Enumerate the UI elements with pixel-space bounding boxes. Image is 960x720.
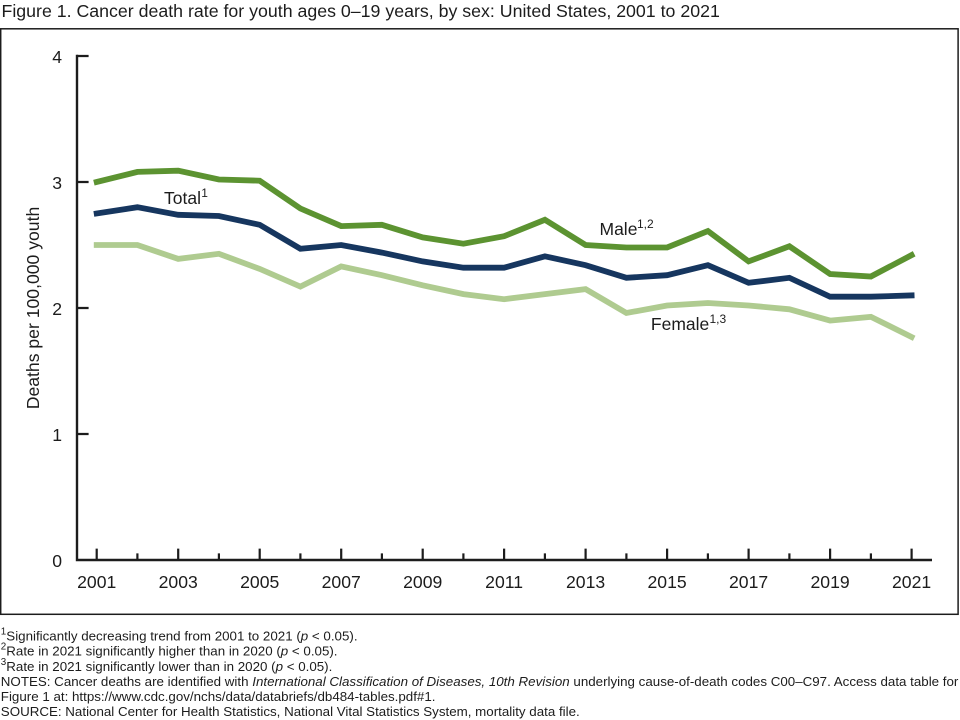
svg-text:1,3: 1,3 <box>710 312 727 326</box>
svg-text:Figure 1. Cancer death rate fo: Figure 1. Cancer death rate for youth ag… <box>2 1 720 21</box>
svg-text:2017: 2017 <box>729 572 768 592</box>
svg-text:2005: 2005 <box>240 572 279 592</box>
svg-text:Rate in 2021 significantly hig: Rate in 2021 significantly higher than i… <box>6 644 337 659</box>
svg-text:2013: 2013 <box>566 572 605 592</box>
svg-text:1: 1 <box>52 425 62 445</box>
svg-text:2019: 2019 <box>811 572 850 592</box>
svg-text:Total: Total <box>164 188 201 208</box>
svg-text:Male: Male <box>600 219 638 239</box>
svg-text:3: 3 <box>1 657 7 668</box>
svg-text:Significantly decreasing trend: Significantly decreasing trend from 2001… <box>6 629 357 644</box>
svg-text:Female: Female <box>651 314 709 334</box>
svg-text:2015: 2015 <box>648 572 687 592</box>
svg-text:2021: 2021 <box>892 572 931 592</box>
svg-text:1: 1 <box>201 186 208 200</box>
svg-text:Rate in 2021 significantly low: Rate in 2021 significantly lower than in… <box>6 659 332 674</box>
svg-text:Figure 1 at: https://www.cdc.g: Figure 1 at: https://www.cdc.gov/nchs/da… <box>1 689 436 704</box>
svg-text:2003: 2003 <box>159 572 198 592</box>
svg-text:Deaths per 100,000 youth: Deaths per 100,000 youth <box>23 207 43 409</box>
svg-text:2011: 2011 <box>485 572 523 592</box>
svg-text:1,2: 1,2 <box>637 217 654 231</box>
svg-text:0: 0 <box>52 551 62 571</box>
svg-text:2001: 2001 <box>77 572 116 592</box>
svg-text:NOTES: Cancer deaths are ident: NOTES: Cancer deaths are identified with… <box>1 674 959 689</box>
svg-text:2: 2 <box>1 641 6 652</box>
svg-text:4: 4 <box>52 47 62 67</box>
svg-text:3: 3 <box>52 173 62 193</box>
svg-text:2: 2 <box>52 299 62 319</box>
svg-text:1: 1 <box>1 626 6 637</box>
svg-text:2007: 2007 <box>322 572 361 592</box>
svg-text:2009: 2009 <box>403 572 442 592</box>
svg-text:SOURCE: National Center for He: SOURCE: National Center for Health Stati… <box>1 704 580 719</box>
